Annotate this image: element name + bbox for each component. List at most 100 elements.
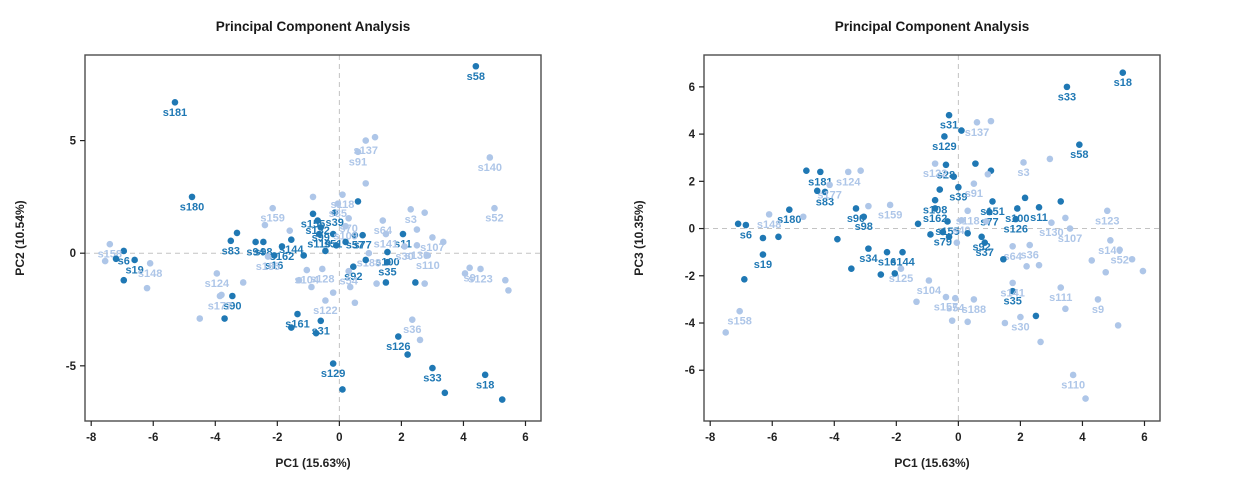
data-point [407,205,415,213]
data-point [759,234,767,242]
data-point [891,270,899,277]
data-point [860,213,868,221]
data-point [317,224,325,231]
point-label: s18 [1114,77,1132,89]
data-point [413,226,421,233]
data-point [146,260,154,267]
point-label: s107 [1058,233,1082,245]
x-tick-label: -8 [86,432,97,444]
data-point [865,202,872,210]
data-point [171,98,179,106]
data-point [987,117,995,125]
point-label: s137 [965,127,989,139]
data-point [1063,83,1071,91]
data-point [351,299,359,307]
data-point [1021,194,1029,202]
point-label: s129 [932,141,956,153]
point-label: s162 [923,213,947,225]
pca-pc1-pc2-svg: Principal Component Analysiss58s181s180s… [13,19,542,470]
data-point [260,238,267,246]
data-point [945,233,953,241]
data-point [466,264,473,272]
data-point [1014,205,1021,212]
data-point [371,133,379,141]
point-label: s122 [313,305,337,317]
x-tick-label: 4 [1079,432,1086,444]
data-point [964,318,971,326]
pca-panel-pc1-pc3: Principal Component Analysis s18 s33 s31 s12… [619,0,1238,500]
point-label: s140 [478,162,502,174]
x-tick-label: -4 [210,432,221,444]
point-label: s36 [1021,250,1039,262]
data-point [914,220,922,228]
data-point [252,238,259,246]
point-label: s129 [321,368,345,380]
x-tick-label: 6 [522,432,528,444]
data-point [354,148,362,156]
point-label: s18 [476,379,494,391]
x-tick-label: 2 [398,432,404,444]
data-point [1066,225,1074,232]
point-label: s177 [208,300,232,312]
y-tick-label: 0 [689,224,695,236]
point-label: s3 [1017,167,1029,179]
data-point [308,283,315,291]
data-point [955,183,962,191]
x-axis-label: PC1 (15.63%) [894,456,969,470]
data-point [339,386,346,393]
point-label: s83 [816,196,834,208]
point-label: s37 [976,247,994,259]
data-point [972,160,979,167]
data-point [1020,159,1027,166]
data-point [927,231,934,238]
data-point [742,221,750,229]
y-tick-label: 0 [70,248,76,260]
plot-title: Principal Component Analysis [216,19,411,34]
data-point [984,170,992,178]
point-label: s144 [279,244,304,256]
data-point [401,243,408,250]
point-label: s140 [1098,245,1122,257]
point-label: s57 [346,240,364,252]
point-label: s107 [420,242,444,254]
data-point [120,247,128,255]
data-point [477,265,484,273]
point-label: s110 [416,260,440,272]
point-label: s3 [405,214,417,226]
data-point [362,180,370,187]
x-tick-label: -6 [767,432,777,444]
data-point [925,277,933,284]
data-point [978,233,985,241]
data-point [1026,241,1034,249]
data-point [362,256,370,264]
data-point [441,389,449,397]
data-point [143,284,151,292]
pca-panel-pc1-pc2: Principal Component Analysis s58 s181 s180 s… [13,19,542,470]
point-label: s148 [138,268,162,280]
data-point [1000,255,1007,263]
data-point [334,200,342,207]
data-point [939,228,947,236]
point-label: s188 [962,304,986,316]
data-point [498,396,506,403]
data-point [379,217,387,224]
data-point [101,257,109,265]
point-label: s34 [859,253,878,265]
plot-title: Principal Component Analysis [835,19,1030,34]
data-point [346,283,354,291]
point-label: s98 [254,246,272,258]
point-label: s19 [125,264,143,276]
point-label: s159 [260,213,284,225]
x-tick-label: -4 [829,432,840,444]
data-point [413,242,421,249]
data-point [429,234,436,241]
data-point [883,248,891,256]
point-label: s109 [333,231,357,243]
data-point [1088,257,1096,264]
point-label: s123 [1095,215,1119,227]
data-point [505,287,512,294]
data-point [294,310,301,318]
data-point [982,218,990,225]
point-label: s124 [836,176,861,188]
